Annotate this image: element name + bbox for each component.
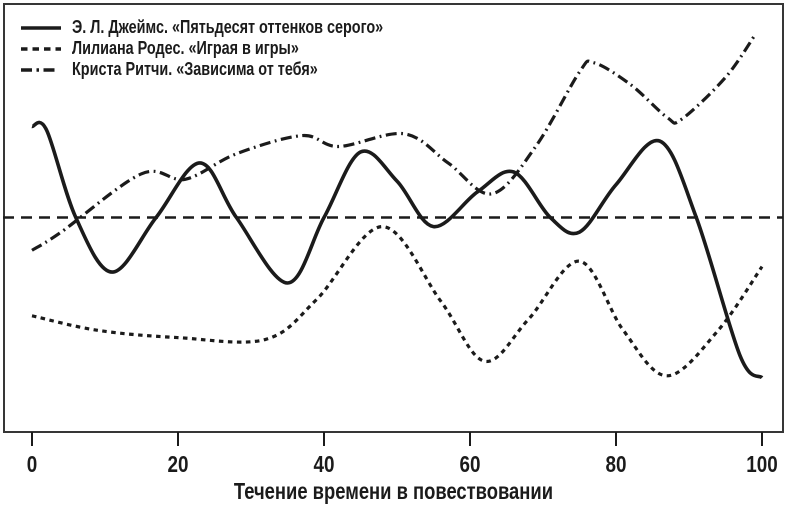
legend-label: Э. Л. Джеймс. «Пятьдесят оттенков серого… [72, 17, 384, 37]
x-axis-tick-labels: 0 20 40 60 80 100 [0, 451, 790, 477]
legend-label: Лилиана Родес. «Играя в игры» [72, 38, 299, 58]
x-tick-label-0: 0 [26, 451, 38, 477]
solid-line-sample-icon [21, 25, 61, 30]
dotted-line-sample-icon [21, 46, 61, 51]
chart-legend: Э. Л. Джеймс. «Пятьдесят оттенков серого… [20, 17, 461, 80]
x-tick-label-40: 40 [313, 451, 335, 477]
legend-item: Э. Л. Джеймс. «Пятьдесят оттенков серого… [20, 17, 461, 38]
x-tick-label-100: 100 [746, 451, 778, 477]
x-tick-label-60: 60 [459, 451, 481, 477]
x-tick-label-20: 20 [167, 451, 189, 477]
series-line-solid [31, 120, 764, 380]
legend-item: Криста Ритчи. «Зависима от тебя» [20, 59, 461, 80]
legend-item: Лилиана Родес. «Играя в игры» [20, 38, 461, 59]
x-axis-title: Течение времени в повествовании [233, 478, 554, 504]
series-line-dotted [31, 224, 764, 378]
legend-label: Криста Ритчи. «Зависима от тебя» [72, 59, 318, 79]
dashdot-line-sample-icon [21, 67, 55, 72]
x-tick-label-80: 80 [605, 451, 627, 477]
chart-generated-layer [3, 34, 783, 446]
series-line-dashdot [31, 34, 757, 252]
